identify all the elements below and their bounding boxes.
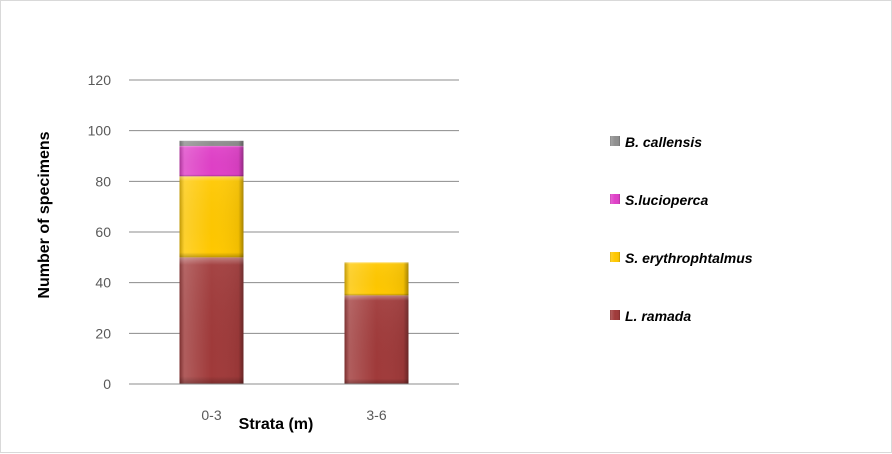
legend-label: S.lucioperca	[625, 192, 708, 208]
bar-segment-shade	[344, 295, 409, 384]
legend-swatch-bevel	[610, 310, 620, 320]
bar-segment	[179, 176, 244, 258]
bar-segment-shade	[179, 176, 244, 258]
y-tick-label: 60	[95, 224, 111, 240]
legend-item: B. callensis	[610, 134, 702, 150]
bar-segment	[344, 295, 409, 384]
y-tick-label: 100	[88, 123, 112, 139]
y-tick-label: 80	[95, 173, 111, 189]
y-tick-label: 120	[88, 72, 112, 88]
bar-segment	[344, 262, 409, 296]
bar-segment-shade	[179, 257, 244, 384]
legend-item: S. erythrophtalmus	[610, 250, 753, 266]
y-axis-title: Number of specimens	[36, 131, 53, 298]
bar-segment	[179, 140, 244, 146]
bar-segment-shade	[179, 140, 244, 146]
legend-item: L. ramada	[610, 308, 691, 324]
legend-item: S.lucioperca	[610, 192, 708, 208]
bar-segment	[179, 145, 244, 177]
bar-segment	[179, 257, 244, 384]
legend-swatch-bevel	[610, 194, 620, 204]
bar-segment-shade	[179, 145, 244, 177]
legend: B. callensis S.lucioperca S. erythrophtalm…	[610, 134, 753, 324]
y-tick-label: 40	[95, 275, 111, 291]
bar-segment-shade	[344, 262, 409, 296]
x-tick-label: 3-6	[366, 407, 386, 423]
legend-label: B. callensis	[625, 134, 702, 150]
x-axis-title: Strata (m)	[239, 416, 314, 433]
x-tick-label: 0-3	[201, 407, 221, 423]
y-tick-label: 20	[95, 325, 111, 341]
legend-swatch-bevel	[610, 136, 620, 146]
legend-swatch-bevel	[610, 252, 620, 262]
legend-label: S. erythrophtalmus	[625, 250, 753, 266]
legend-label: L. ramada	[625, 308, 691, 324]
y-tick-label: 0	[103, 376, 111, 392]
